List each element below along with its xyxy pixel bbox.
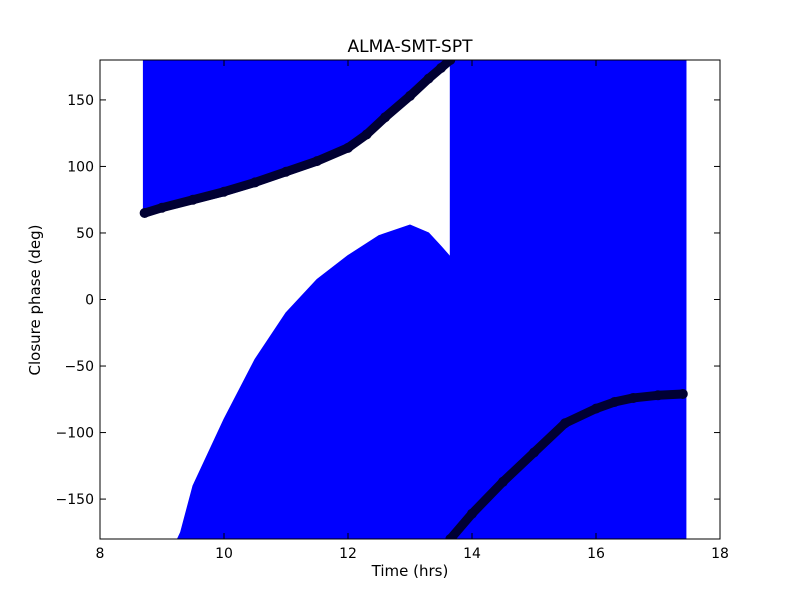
y-tick-label: −100 [56,426,94,442]
y-tick-label: 150 [67,93,94,109]
y-tick-label: 50 [76,226,94,242]
data-point [628,392,639,403]
data-point [361,129,372,140]
x-tick-label: 10 [215,546,233,562]
series-line-1 [445,389,688,539]
data-point [677,388,688,399]
data-point [250,177,260,188]
axis-ticks: 8 10 12 14 16 18 −150 −100 −50 0 50 100 150 [56,60,729,562]
data-point [436,62,446,73]
data-point [529,447,539,458]
x-axis-label: Time (hrs) [371,562,449,580]
data-point [560,418,570,429]
data-point [139,208,150,219]
y-tick-label: 0 [85,293,94,309]
data-point [423,73,434,84]
data-point [405,90,415,101]
y-tick-label: −50 [64,359,94,375]
data-point [445,534,456,539]
chart-title: ALMA-SMT-SPT [347,37,473,57]
x-tick-label: 14 [463,546,481,562]
data-point [312,156,322,167]
data-point [281,166,291,177]
data-point [380,112,391,123]
data-point [157,202,167,213]
data-point [467,508,477,519]
error-band-upper-1 [449,60,687,539]
x-tick-label: 16 [587,546,605,562]
data-point [219,186,229,197]
y-axis-label: Closure phase (deg) [26,225,44,376]
y-tick-label: −150 [56,492,94,508]
x-tick-label: 12 [339,546,357,562]
x-tick-label: 18 [711,546,729,562]
y-tick-label: 100 [67,159,94,175]
data-point [653,390,663,401]
data-point [609,396,620,407]
data-point [445,60,456,65]
data-point [343,142,353,153]
data-point [591,403,601,414]
error-band-lower-0 [143,224,451,539]
x-tick-label: 8 [96,546,105,562]
error-band-upper-0 [142,60,452,214]
data-point [498,476,508,487]
data-point [188,194,198,205]
plot-area [139,60,688,539]
